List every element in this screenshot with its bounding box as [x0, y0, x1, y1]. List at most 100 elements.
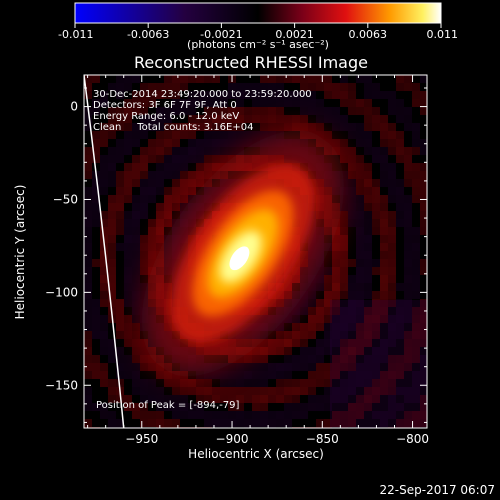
ripple-cell [300, 347, 308, 355]
ripple-cell [116, 307, 124, 315]
ripple-cell [388, 299, 396, 307]
ripple-cell [276, 83, 284, 91]
ripple-cell [308, 291, 316, 299]
ripple-cell [332, 259, 340, 267]
ripple-cell [412, 307, 420, 315]
ripple-cell [132, 403, 140, 411]
ripple-cell [172, 99, 180, 107]
ripple-cell [92, 195, 100, 203]
ripple-cell [92, 331, 100, 339]
ripple-cell [356, 371, 364, 379]
ripple-cell [380, 259, 388, 267]
ripple-cell [92, 211, 100, 219]
ripple-cell [180, 179, 188, 187]
ripple-cell [404, 395, 412, 403]
ripple-cell [156, 83, 164, 91]
ripple-cell [332, 83, 340, 91]
ripple-cell [268, 131, 276, 139]
ripple-cell [140, 259, 148, 267]
ripple-cell [388, 235, 396, 243]
ripple-cell [364, 203, 372, 211]
ripple-cell [220, 419, 228, 427]
ripple-cell [180, 411, 188, 419]
ripple-cell [404, 275, 412, 283]
ripple-cell [164, 155, 172, 163]
ripple-cell [356, 131, 364, 139]
ripple-cell [156, 219, 164, 227]
ripple-cell [404, 179, 412, 187]
ripple-cell [132, 171, 140, 179]
ripple-cell [348, 419, 356, 427]
ripple-cell [356, 315, 364, 323]
ripple-cell [316, 419, 324, 427]
ripple-cell [324, 283, 332, 291]
ripple-cell [84, 387, 92, 395]
ripple-cell [108, 235, 116, 243]
ripple-cell [380, 131, 388, 139]
ripple-cell [108, 179, 116, 187]
ripple-cell [132, 75, 140, 83]
ripple-cell [204, 387, 212, 395]
ripple-cell [348, 211, 356, 219]
ripple-cell [92, 299, 100, 307]
ripple-cell [372, 395, 380, 403]
ripple-cell [396, 331, 404, 339]
x-tick-label: −950 [125, 432, 158, 446]
ripple-cell [412, 379, 420, 387]
ripple-cell [388, 107, 396, 115]
ripple-cell [308, 307, 316, 315]
ripple-cell [252, 411, 260, 419]
ripple-cell [332, 115, 340, 123]
ripple-cell [356, 299, 364, 307]
ripple-cell [148, 251, 156, 259]
ripple-cell [420, 139, 427, 147]
ripple-cell [348, 155, 356, 163]
ripple-cell [364, 211, 372, 219]
ripple-cell [372, 307, 380, 315]
ripple-cell [364, 259, 372, 267]
ripple-cell [420, 411, 427, 419]
ripple-cell [100, 251, 108, 259]
ripple-cell [372, 211, 380, 219]
ripple-cell [332, 107, 340, 115]
ripple-cell [236, 363, 244, 371]
ripple-cell [332, 139, 340, 147]
ripple-cell [364, 275, 372, 283]
ripple-cell [180, 171, 188, 179]
ripple-cell [148, 227, 156, 235]
ripple-cell [108, 411, 116, 419]
ripple-cell [348, 179, 356, 187]
ripple-cell [244, 107, 252, 115]
ripple-cell [284, 419, 292, 427]
ripple-cell [156, 123, 164, 131]
ripple-cell [372, 299, 380, 307]
ripple-cell [100, 123, 108, 131]
ripple-cell [380, 387, 388, 395]
ripple-cell [100, 227, 108, 235]
ripple-cell [140, 171, 148, 179]
ripple-cell [236, 355, 244, 363]
ripple-cell [196, 395, 204, 403]
ripple-cell [420, 307, 427, 315]
ripple-cell [124, 243, 132, 251]
heatmap-image [84, 75, 427, 428]
ripple-cell [308, 123, 316, 131]
ripple-cell [420, 331, 427, 339]
ripple-cell [292, 395, 300, 403]
ripple-cell [84, 363, 92, 371]
ripple-cell [268, 339, 276, 347]
ripple-cell [404, 291, 412, 299]
ripple-cell [316, 107, 324, 115]
ripple-cell [108, 283, 116, 291]
ripple-cell [172, 171, 180, 179]
ripple-cell [372, 355, 380, 363]
ripple-cell [92, 315, 100, 323]
chart-title: Reconstructed RHESSI Image [134, 53, 368, 72]
ripple-cell [324, 403, 332, 411]
ripple-cell [84, 211, 92, 219]
ripple-cell [276, 75, 284, 83]
ripple-cell [92, 179, 100, 187]
ripple-cell [244, 411, 252, 419]
ripple-cell [108, 387, 116, 395]
ripple-cell [212, 411, 220, 419]
